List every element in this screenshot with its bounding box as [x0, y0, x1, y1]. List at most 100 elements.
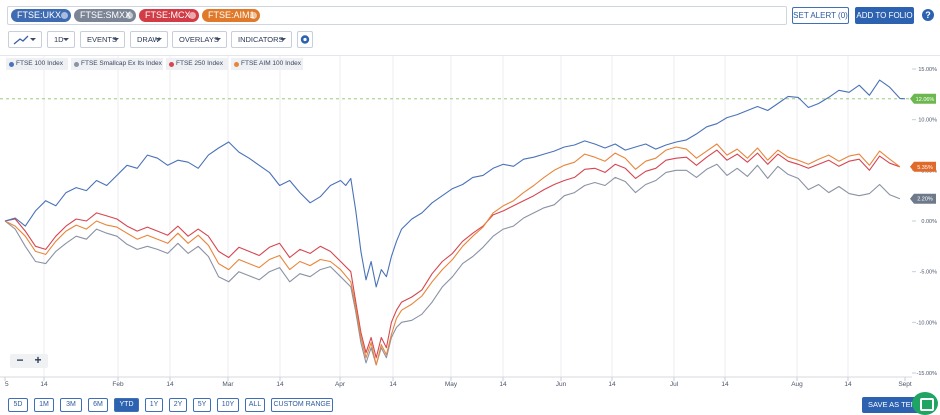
- x-tick-label: 14: [389, 381, 397, 388]
- flag-label: 5.35%: [917, 165, 933, 171]
- chevron-down-icon: [280, 38, 286, 41]
- remove-symbol-icon[interactable]: [126, 12, 133, 19]
- remove-symbol-icon[interactable]: [250, 12, 257, 19]
- x-tick-label: 5: [5, 381, 9, 388]
- x-tick-label: May: [445, 381, 458, 388]
- events-label: EVENTS: [87, 35, 118, 44]
- y-tick-label: -10.00%: [917, 320, 938, 326]
- chevron-down-icon: [30, 38, 36, 41]
- x-tick-label: 14: [166, 381, 174, 388]
- chat-icon[interactable]: [912, 392, 938, 415]
- y-tick-label: -5.00%: [920, 270, 938, 276]
- indicators-label: INDICATORS: [238, 35, 284, 44]
- series-line-2: [4, 149, 901, 359]
- toolbar-divider: [0, 55, 940, 56]
- legend-dot: [9, 62, 14, 67]
- flag-shape: [910, 161, 936, 172]
- legend-label: FTSE 100 Index: [16, 60, 63, 67]
- x-tick-label: Feb: [112, 381, 124, 388]
- indicators-dropdown[interactable]: INDICATORS: [231, 31, 292, 48]
- symbol-tag-aim1[interactable]: FTSE:AIM1: [202, 9, 260, 22]
- range-button-5y[interactable]: 5Y: [193, 398, 211, 412]
- range-button-6m[interactable]: 6M: [88, 398, 108, 412]
- series-lines: [4, 79, 906, 366]
- symbol-tag-ukx[interactable]: FTSE:UKX: [11, 9, 71, 22]
- legend-item-ftse-100[interactable]: FTSE 100 Index: [6, 58, 68, 70]
- range-button-1y[interactable]: 1Y: [145, 398, 163, 412]
- legend-label: FTSE 250 Index: [176, 60, 223, 67]
- range-button-3m[interactable]: 3M: [60, 398, 82, 412]
- symbol-label: FTSE:SMXX: [80, 10, 132, 20]
- zoom-controls: − +: [10, 354, 48, 368]
- last-value-flag-0: 12.06%: [910, 93, 936, 104]
- legend-label: FTSE Smallcap Ex Its Index: [81, 60, 162, 67]
- legend-dot: [234, 62, 239, 67]
- remove-symbol-icon[interactable]: [61, 12, 68, 19]
- remove-symbol-icon[interactable]: [189, 12, 196, 19]
- y-tick-label: -15.00%: [917, 371, 938, 377]
- events-dropdown[interactable]: EVENTS: [80, 31, 125, 48]
- symbol-search-bar[interactable]: FTSE:UKX FTSE:SMXX FTSE:MCX FTSE:AIM1: [7, 6, 787, 25]
- symbol-label: FTSE:UKX: [17, 10, 62, 20]
- chevron-down-icon: [63, 38, 69, 41]
- overlays-dropdown[interactable]: OVERLAYS: [172, 31, 227, 48]
- x-tick-label: 14: [721, 381, 729, 388]
- last-value-flag-3: 5.35%: [910, 161, 936, 172]
- legend-dot: [169, 62, 174, 67]
- add-to-folio-button[interactable]: ADD TO FOLIO: [855, 7, 914, 24]
- gear-icon: [300, 35, 310, 44]
- period-label: 1D: [54, 35, 64, 44]
- chevron-down-icon: [156, 38, 162, 41]
- range-button-custom-range[interactable]: CUSTOM RANGE: [271, 398, 333, 412]
- symbol-tag-smxx[interactable]: FTSE:SMXX: [74, 9, 136, 22]
- symbol-label: FTSE:MCX: [145, 10, 191, 20]
- chevron-down-icon: [215, 38, 221, 41]
- x-tick-label: 14: [276, 381, 284, 388]
- x-tick-label: Sept: [898, 381, 912, 388]
- x-tick-label: Aug: [791, 381, 803, 388]
- y-tick-label: 0.00%: [921, 219, 937, 225]
- range-button-5d[interactable]: 5D: [8, 398, 28, 412]
- flag-shape: [910, 193, 936, 204]
- y-axis: 15.00%10.00%5.00%0.00%-5.00%-10.00%-15.0…: [912, 67, 937, 377]
- legend-item-ftse-aim[interactable]: FTSE AIM 100 Index: [231, 58, 303, 70]
- period-dropdown[interactable]: 1D: [47, 31, 75, 48]
- chart-type-dropdown[interactable]: [8, 31, 42, 48]
- settings-button[interactable]: [297, 31, 313, 48]
- legend-dot: [74, 62, 79, 67]
- legend-item-ftse-250[interactable]: FTSE 250 Index: [166, 58, 228, 70]
- flag-label: 12.06%: [916, 97, 935, 103]
- y-tick-label: 15.00%: [918, 67, 937, 73]
- save-as-template-button[interactable]: SAVE AS TEMPLATE: [862, 397, 922, 413]
- zoom-in-button[interactable]: +: [34, 353, 42, 367]
- help-icon[interactable]: ?: [922, 9, 934, 21]
- series-line-0: [4, 79, 906, 288]
- series-line-3: [4, 143, 901, 366]
- x-tick-label: 14: [844, 381, 852, 388]
- x-tick-label: 14: [40, 381, 48, 388]
- last-value-flag-1: 2.20%: [910, 193, 936, 204]
- set-alert-button[interactable]: SET ALERT (0): [792, 7, 849, 24]
- symbol-label: FTSE:AIM1: [208, 10, 255, 20]
- range-button-10y[interactable]: 10Y: [217, 398, 239, 412]
- x-tick-label: 14: [499, 381, 507, 388]
- x-tick-label: 14: [608, 381, 616, 388]
- symbol-tag-mcx[interactable]: FTSE:MCX: [139, 9, 199, 22]
- legend-item-ftse-smallcap[interactable]: FTSE Smallcap Ex Its Index: [71, 58, 163, 70]
- range-button-ytd[interactable]: YTD: [114, 398, 139, 412]
- range-button-1m[interactable]: 1M: [34, 398, 54, 412]
- x-tick-label: Mar: [222, 381, 234, 388]
- range-button-all[interactable]: ALL: [245, 398, 265, 412]
- x-tick-label: Jun: [556, 381, 567, 388]
- draw-label: DRAW: [137, 35, 160, 44]
- x-tick-label: Jul: [670, 381, 679, 388]
- zoom-out-button[interactable]: −: [16, 353, 24, 367]
- series-line-1: [4, 163, 901, 366]
- draw-dropdown[interactable]: DRAW: [130, 31, 168, 48]
- chart-grid: [43, 56, 849, 377]
- x-tick-label: Apr: [335, 381, 346, 388]
- range-button-2y[interactable]: 2Y: [169, 398, 187, 412]
- flag-label: 2.20%: [917, 197, 933, 203]
- overlays-label: OVERLAYS: [179, 35, 219, 44]
- price-chart[interactable]: 15.00%10.00%5.00%0.00%-5.00%-10.00%-15.0…: [0, 56, 940, 388]
